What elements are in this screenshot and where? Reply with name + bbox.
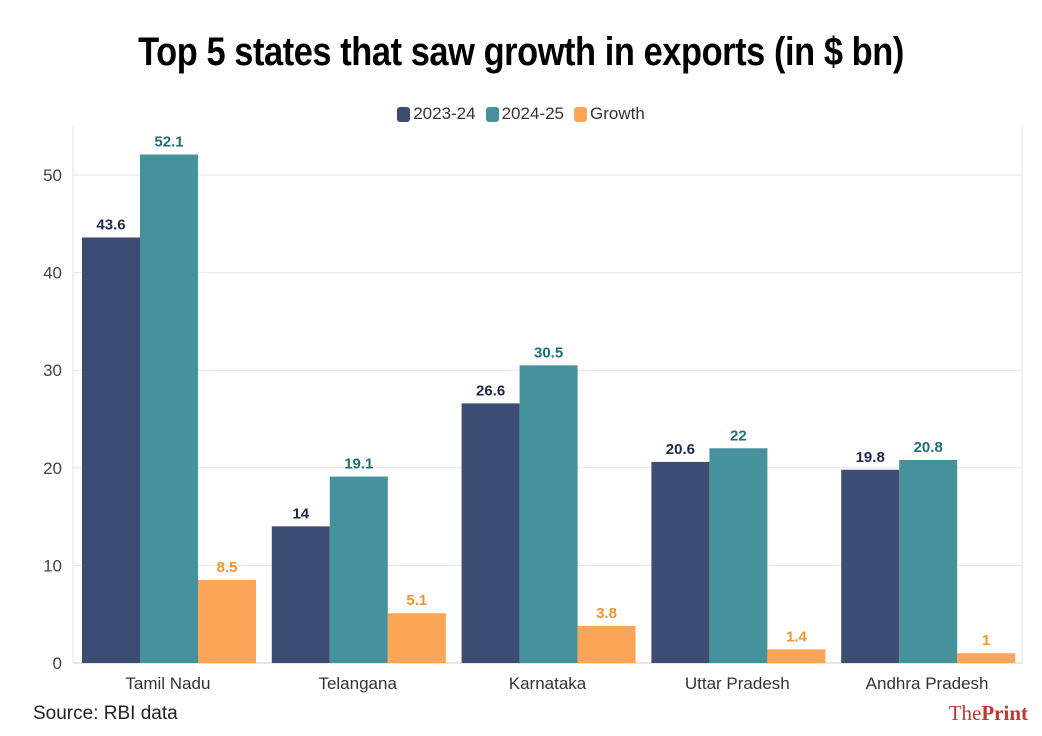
x-tick-label-telangana: Telangana <box>318 674 397 693</box>
brand-name: Print <box>981 701 1028 725</box>
legend-item-2024-25: 2024-25 <box>485 104 564 124</box>
data-label-tamil-nadu-2024-25: 52.1 <box>154 134 183 151</box>
bar-karnataka-growth <box>577 625 636 663</box>
bar-telangana-2023-24 <box>271 526 330 663</box>
bar-uttar-pradesh-2024-25 <box>709 448 768 663</box>
data-label-uttar-pradesh-2024-25: 22 <box>730 427 747 444</box>
y-tick-label-0: 0 <box>53 654 62 673</box>
x-tick-label-andhra-pradesh: Andhra Pradesh <box>866 674 989 693</box>
bar-tamil-nadu-growth <box>198 580 256 663</box>
data-label-andhra-pradesh-growth: 1 <box>982 632 990 649</box>
data-label-telangana-growth: 5.1 <box>406 592 427 609</box>
chart-title: Top 5 states that saw growth in exports … <box>138 30 904 74</box>
brand-logo: ThePrint <box>949 701 1028 726</box>
y-tick-label-30: 30 <box>43 361 62 380</box>
bar-andhra-pradesh-2024-25 <box>899 459 958 663</box>
data-label-tamil-nadu-growth: 8.5 <box>217 559 238 576</box>
data-label-telangana-2023-24: 14 <box>292 505 309 522</box>
bar-karnataka-2024-25 <box>519 365 578 663</box>
data-label-karnataka-growth: 3.8 <box>596 605 617 622</box>
bar-tamil-nadu-2023-24 <box>82 237 140 664</box>
bar-karnataka-2023-24 <box>461 403 520 663</box>
bar-telangana-2024-25 <box>329 476 388 663</box>
data-label-uttar-pradesh-growth: 1.4 <box>786 628 808 645</box>
bar-andhra-pradesh-growth <box>957 653 1016 663</box>
y-tick-label-10: 10 <box>43 556 62 575</box>
data-label-andhra-pradesh-2023-24: 19.8 <box>856 449 885 466</box>
data-label-karnataka-2024-25: 30.5 <box>534 344 563 361</box>
data-label-telangana-2024-25: 19.1 <box>344 456 373 473</box>
data-label-karnataka-2023-24: 26.6 <box>476 382 505 399</box>
legend-swatch-2023-24 <box>397 106 411 122</box>
bar-telangana-growth <box>387 613 446 663</box>
data-label-andhra-pradesh-2024-25: 20.8 <box>914 439 943 456</box>
y-tick-label-50: 50 <box>43 166 62 185</box>
legend-item-growth: Growth <box>573 104 645 124</box>
bar-andhra-pradesh-2023-24 <box>841 469 900 663</box>
bar-uttar-pradesh-2023-24 <box>651 461 710 663</box>
brand-prefix: The <box>948 701 982 725</box>
legend-label-2023-24: 2023-24 <box>413 104 476 123</box>
legend-swatch-2024-25 <box>485 106 499 122</box>
legend: 2023-24 2024-25 Growth <box>0 104 1042 124</box>
bar-tamil-nadu-2024-25 <box>140 154 198 663</box>
legend-swatch-growth <box>573 106 587 122</box>
legend-item-2023-24: 2023-24 <box>397 104 476 124</box>
y-tick-label-20: 20 <box>43 459 62 478</box>
x-tick-label-tamil-nadu: Tamil Nadu <box>125 674 210 693</box>
x-tick-label-karnataka: Karnataka <box>509 674 587 693</box>
legend-label-growth: Growth <box>589 104 645 123</box>
legend-label-2024-25: 2024-25 <box>501 104 564 123</box>
source-note: Source: RBI data <box>33 703 178 724</box>
data-label-uttar-pradesh-2023-24: 20.6 <box>666 441 695 458</box>
x-tick-label-uttar-pradesh: Uttar Pradesh <box>685 674 790 693</box>
y-tick-label-40: 40 <box>43 264 62 283</box>
bar-uttar-pradesh-growth <box>767 649 826 663</box>
data-label-tamil-nadu-2023-24: 43.6 <box>96 216 125 233</box>
